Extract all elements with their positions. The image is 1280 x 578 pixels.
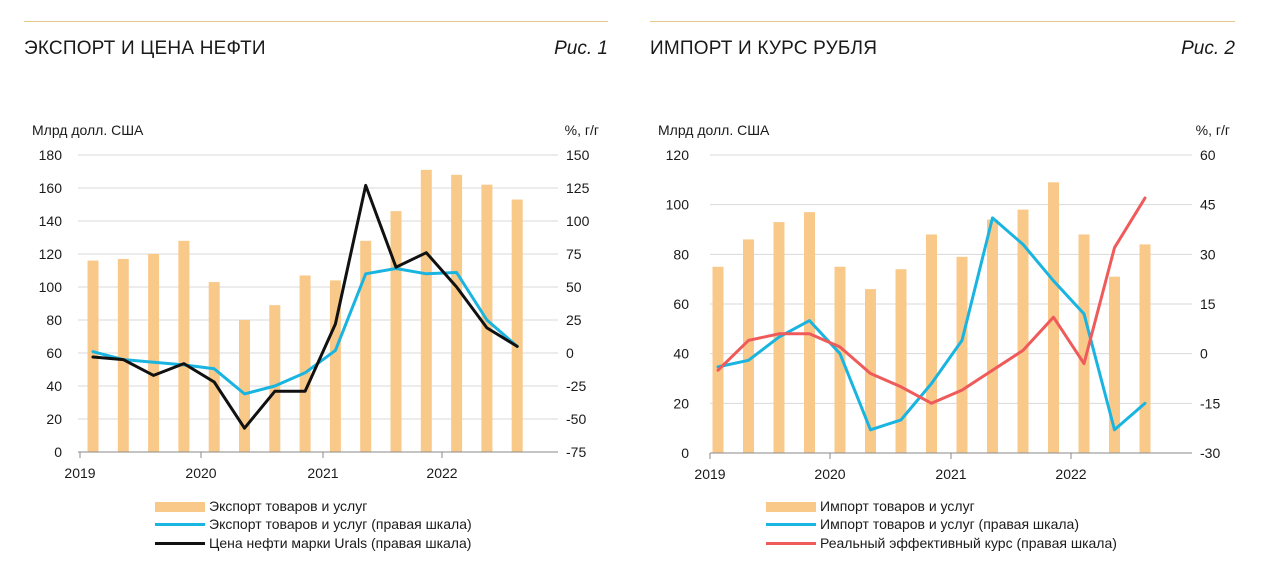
right-tick-label: -75 [566,444,586,460]
year-label: 2022 [426,465,457,481]
year-label: 2021 [307,465,338,481]
bar [360,240,372,452]
left-tick-label: 120 [39,246,63,262]
left-tick-label: 60 [673,296,689,312]
left-tick-label: 140 [39,213,63,229]
series-line-1 [716,216,1147,432]
chart-title: ЭКСПОРТ И ЦЕНА НЕФТИ [24,38,266,59]
bar [148,254,160,452]
legend-label: Реальный эффективный курс (правая шкала) [820,535,1117,551]
left-axis-label: Млрд долл. США [658,122,770,138]
top-rule [24,21,608,22]
year-label: 2021 [935,466,966,482]
year-label: 2022 [1055,466,1086,482]
bar [451,174,463,453]
bar [239,320,250,452]
chart-import-ruble: 0 20 40 60 80 100 120 -30 -15 0 15 30 45 60 Млрд долл.… [658,122,1230,482]
bar [926,234,937,453]
left-axis-label: Млрд долл. США [32,122,144,138]
series-line-2 [91,183,519,430]
right-tick-label: 125 [566,180,590,196]
right-tick-label: -25 [566,378,586,394]
chart-panel-import: ИМПОРТ И КУРС РУБЛЯ Рис. 2 0 20 40 60 80 100 1… [640,0,1280,578]
right-tick-label: 0 [1200,346,1208,362]
bar [299,275,311,452]
legend-swatch-line [155,542,205,545]
right-tick-label: 100 [566,213,590,229]
legend-swatch-bar [155,502,205,512]
bar [420,169,432,452]
legend-swatch-line [766,542,816,545]
right-tick-label: 50 [566,279,582,295]
right-tick-label: 60 [1200,147,1216,163]
series-line-1 [91,267,519,396]
bar [117,258,129,452]
bar [511,199,523,452]
legend-label: Импорт товаров и услуг [820,498,975,514]
legend-swatch-line [766,523,816,526]
right-tick-label: -50 [566,411,586,427]
right-tick-label: 0 [566,345,574,361]
year-label: 2019 [694,466,725,482]
bar [1109,276,1120,453]
legend-swatch-bar [766,502,816,512]
bar [1139,244,1151,453]
left-tick-label: 0 [54,444,62,460]
left-tick-label: 40 [673,346,689,362]
right-tick-label: -15 [1200,395,1220,411]
chart-panel-export: ЭКСПОРТ И ЦЕНА НЕФТИ Рис. 1 0 20 40 60 80 100… [24,21,608,551]
right-tick-label: 75 [566,246,582,262]
left-tick-label: 120 [666,147,690,163]
bar [987,219,998,453]
right-tick-label: 15 [1200,296,1216,312]
left-tick-label: 20 [673,395,689,411]
right-tick-label: -30 [1200,445,1220,461]
left-tick-label: 60 [46,345,62,361]
bar [834,266,846,453]
bar [329,280,341,452]
right-axis-label: %, г/г [565,122,599,138]
bar [956,256,968,453]
series-line-2 [716,196,1147,405]
left-tick-label: 180 [39,147,63,163]
legend-label: Цена нефти марки Urals (правая шкала) [209,535,472,551]
right-tick-label: 25 [566,312,582,328]
left-tick-label: 80 [673,246,689,262]
legend-label: Экспорт товаров и услуг (правая шкала) [209,516,472,532]
bar [178,240,190,452]
bar [865,289,876,453]
bar [1017,209,1029,453]
bar [743,239,754,453]
bar [895,269,907,453]
bar [1078,234,1090,453]
year-label: 2019 [64,465,95,481]
left-tick-label: 40 [46,378,62,394]
left-tick-label: 0 [681,445,689,461]
chart-export-oil: 0 20 40 60 80 100 120 140 160 180 -75 -50 -25 0 25 50 75… [32,122,599,481]
left-tick-label: 100 [666,197,690,213]
year-label: 2020 [185,465,216,481]
top-rule [650,21,1235,22]
left-tick-label: 160 [39,180,63,196]
bar [269,305,281,452]
year-label: 2020 [814,466,845,482]
right-tick-label: 150 [566,147,590,163]
left-tick-label: 100 [39,279,63,295]
legend-label: Импорт товаров и услуг (правая шкала) [820,516,1079,532]
right-tick-label: 30 [1200,246,1216,262]
chart-title: ИМПОРТ И КУРС РУБЛЯ [650,38,878,59]
figure-label: Рис. 2 [1181,38,1235,59]
bar [208,282,220,452]
right-axis-label: %, г/г [1196,122,1230,138]
right-tick-label: 45 [1200,197,1216,213]
bar [390,211,402,452]
legend-label: Экспорт товаров и услуг [209,498,368,514]
left-tick-label: 80 [46,312,62,328]
figure-label: Рис. 1 [554,38,608,59]
legend-swatch-line [155,523,205,526]
left-tick-label: 20 [46,411,62,427]
bar [712,266,724,453]
